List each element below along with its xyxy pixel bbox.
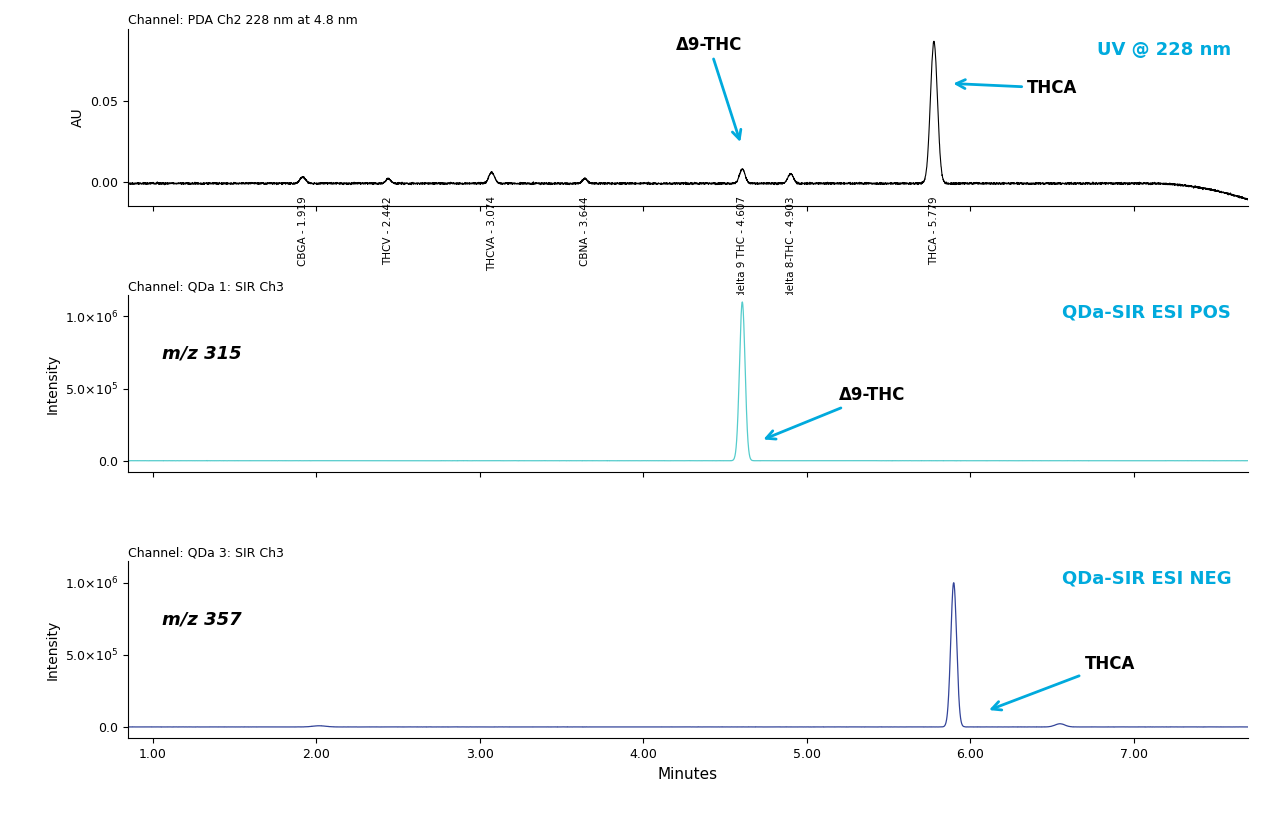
Text: CBGA - 1.919: CBGA - 1.919 <box>298 197 307 266</box>
Text: Δ9-THC: Δ9-THC <box>676 36 742 139</box>
Text: THCA: THCA <box>956 79 1078 97</box>
Text: Channel: PDA Ch2 228 nm at 4.8 nm: Channel: PDA Ch2 228 nm at 4.8 nm <box>128 15 357 28</box>
X-axis label: Minutes: Minutes <box>658 767 718 782</box>
Text: delta 8-THC - 4.903: delta 8-THC - 4.903 <box>786 197 796 297</box>
Text: QDa-SIR ESI NEG: QDa-SIR ESI NEG <box>1061 570 1231 588</box>
Y-axis label: Intensity: Intensity <box>45 353 59 414</box>
Text: QDa-SIR ESI POS: QDa-SIR ESI POS <box>1062 304 1231 322</box>
Text: m/z 357: m/z 357 <box>161 610 241 628</box>
Text: THCA: THCA <box>992 655 1135 710</box>
Text: m/z 315: m/z 315 <box>161 344 241 362</box>
Text: THCVA - 3.074: THCVA - 3.074 <box>486 197 497 272</box>
Text: THCA - 5.779: THCA - 5.779 <box>929 197 940 265</box>
Text: CBNA - 3.644: CBNA - 3.644 <box>580 197 590 266</box>
Text: UV @ 228 nm: UV @ 228 nm <box>1097 41 1231 59</box>
Y-axis label: Intensity: Intensity <box>45 619 59 680</box>
Text: delta 9 THC - 4.607: delta 9 THC - 4.607 <box>737 197 748 297</box>
Y-axis label: AU: AU <box>70 108 84 127</box>
Text: Channel: QDa 3: SIR Ch3: Channel: QDa 3: SIR Ch3 <box>128 547 284 560</box>
Text: Δ9-THC: Δ9-THC <box>767 386 906 439</box>
Text: Channel: QDa 1: SIR Ch3: Channel: QDa 1: SIR Ch3 <box>128 281 284 294</box>
Text: THCV - 2.442: THCV - 2.442 <box>383 197 393 265</box>
